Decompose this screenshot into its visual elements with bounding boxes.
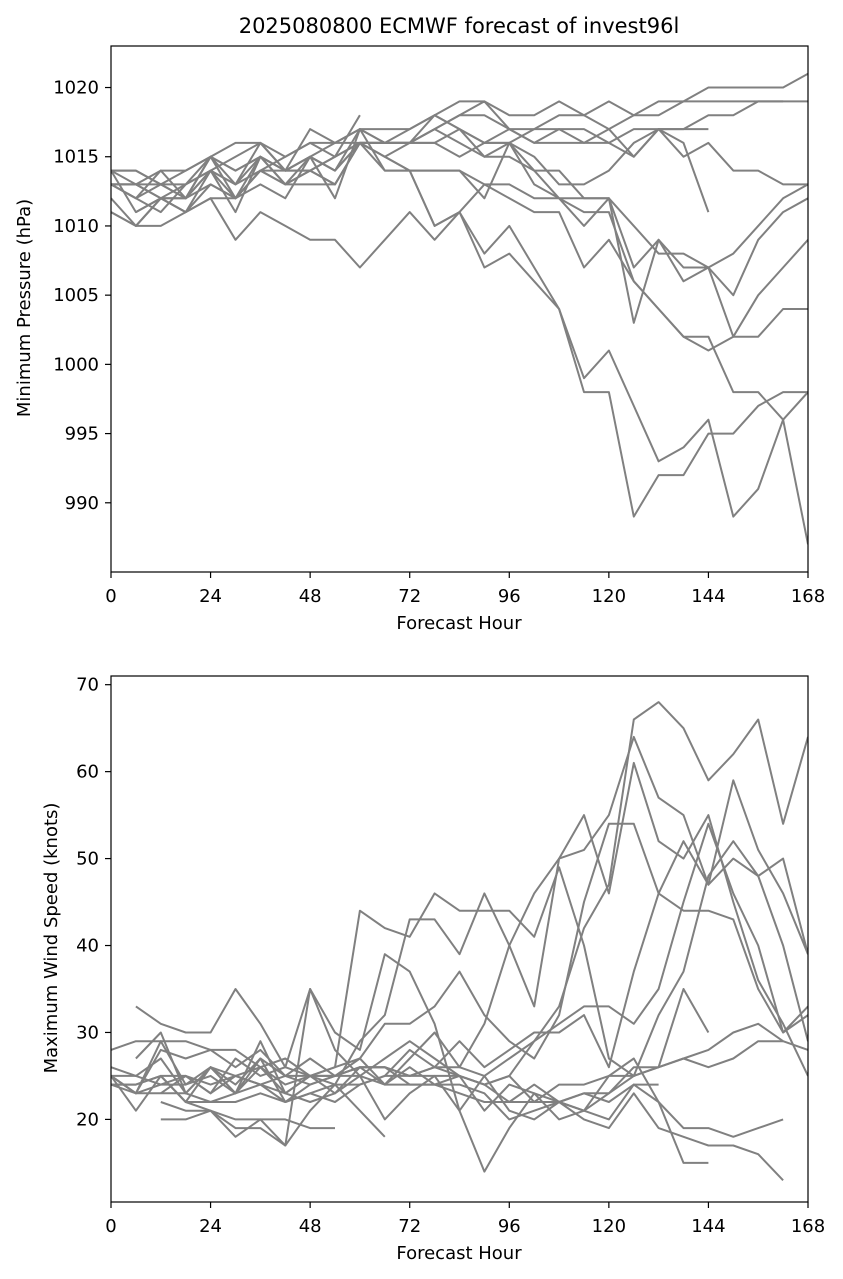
series-line xyxy=(160,953,709,1173)
series-line xyxy=(111,735,808,1095)
wind-speed-chart: Forecast Hour Maximum Wind Speed (knots)… xyxy=(41,675,825,1264)
series-line xyxy=(111,840,808,1103)
chart-title: 2025080800 ECMWF forecast of invest96l xyxy=(239,14,680,38)
y-axis-label: Maximum Wind Speed (knots) xyxy=(41,803,62,1074)
y-tick-label: 1000 xyxy=(53,354,99,375)
y-tick-label: 70 xyxy=(76,675,99,696)
x-tick-label: 24 xyxy=(199,586,222,607)
x-tick-label: 72 xyxy=(398,586,421,607)
y-tick-label: 30 xyxy=(76,1022,99,1043)
x-tick-label: 168 xyxy=(791,586,825,607)
series-line xyxy=(185,1083,386,1147)
y-tick-label: 1015 xyxy=(53,147,99,168)
x-tick-label: 120 xyxy=(592,1216,626,1237)
x-tick-label: 96 xyxy=(498,1216,521,1237)
series-line xyxy=(111,892,808,1112)
y-tick-label: 995 xyxy=(65,424,99,445)
y-tick-label: 50 xyxy=(76,849,99,870)
x-tick-label: 24 xyxy=(199,1216,222,1237)
x-axis-label: Forecast Hour xyxy=(396,1243,522,1264)
x-tick-label: 0 xyxy=(105,1216,116,1237)
x-tick-label: 144 xyxy=(691,1216,725,1237)
y-tick-label: 1010 xyxy=(53,216,99,237)
x-tick-label: 120 xyxy=(592,586,626,607)
x-tick-label: 144 xyxy=(691,586,725,607)
x-tick-label: 168 xyxy=(791,1216,825,1237)
series-line xyxy=(160,1109,335,1130)
y-axis-label: Minimum Pressure (hPa) xyxy=(14,199,35,417)
series-line xyxy=(111,170,808,545)
series-group xyxy=(111,72,808,545)
x-axis-label: Forecast Hour xyxy=(396,613,522,634)
y-tick-label: 20 xyxy=(76,1109,99,1130)
y-tick-label: 1020 xyxy=(53,78,99,99)
series-line xyxy=(135,114,361,213)
x-tick-label: 72 xyxy=(398,1216,421,1237)
pressure-chart: 2025080800 ECMWF forecast of invest96l F… xyxy=(14,14,825,634)
series-line xyxy=(111,761,808,1095)
x-tick-label: 0 xyxy=(105,586,116,607)
series-line xyxy=(160,1066,659,1112)
series-line xyxy=(111,822,808,1086)
plot-frame xyxy=(110,675,809,1203)
y-tick-label: 60 xyxy=(76,762,99,783)
series-line xyxy=(135,1031,784,1181)
y-tick-label: 990 xyxy=(65,493,99,514)
series-line xyxy=(111,114,808,352)
series-line xyxy=(111,72,808,186)
x-tick-label: 48 xyxy=(299,586,322,607)
y-tick-label: 40 xyxy=(76,936,99,957)
x-tick-label: 48 xyxy=(299,1216,322,1237)
series-line xyxy=(111,779,808,1095)
series-group xyxy=(111,701,808,1181)
x-tick-label: 96 xyxy=(498,586,521,607)
plot-frame xyxy=(110,45,809,573)
y-tick-label: 1005 xyxy=(53,285,99,306)
